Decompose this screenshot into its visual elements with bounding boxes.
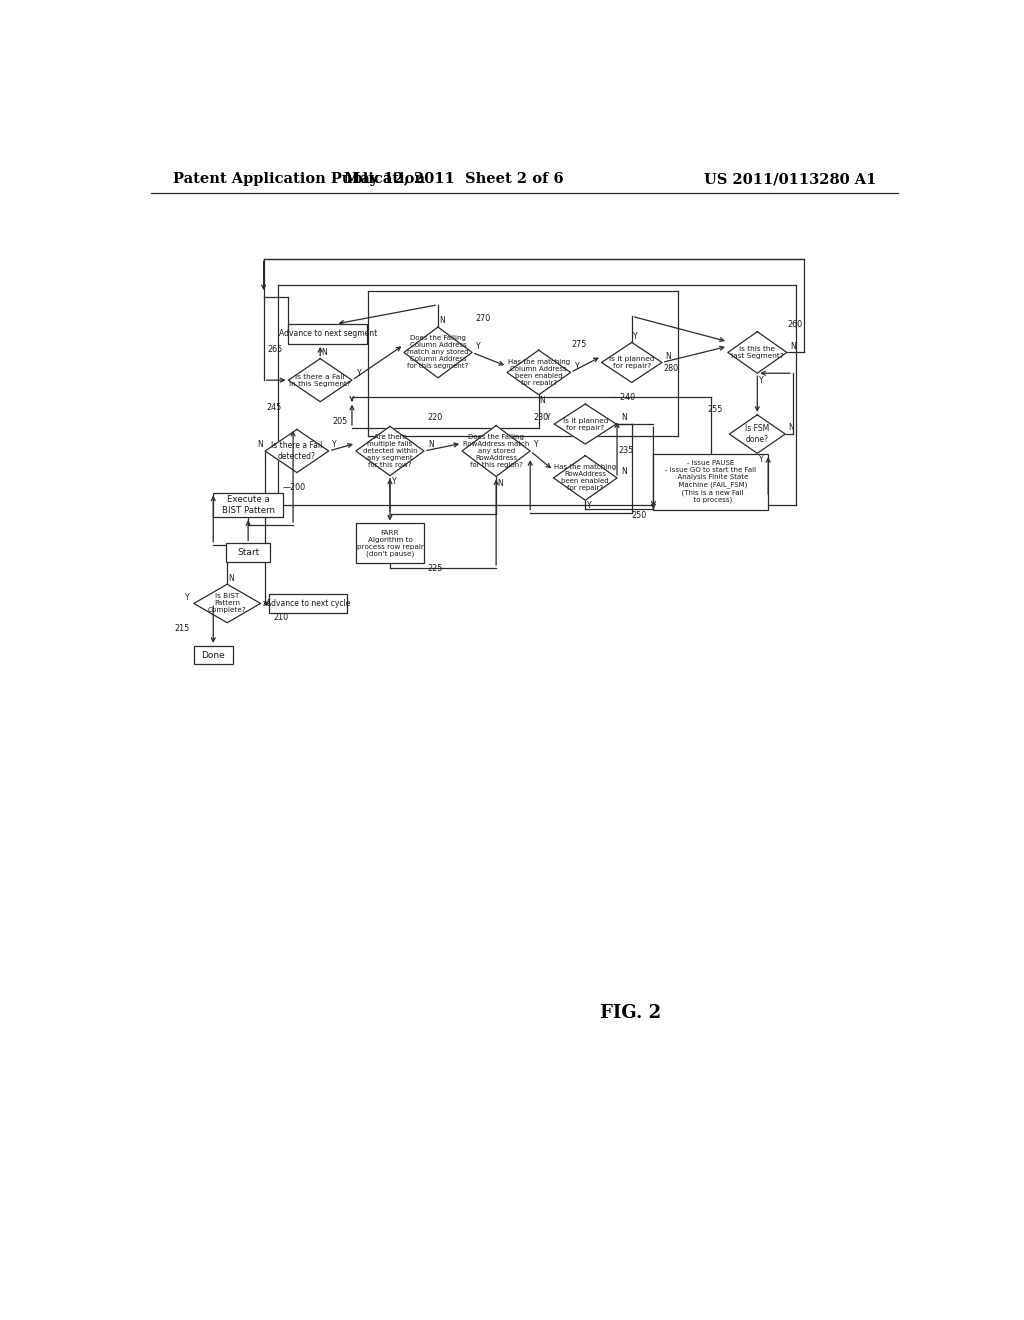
- Text: Y: Y: [476, 342, 480, 351]
- Text: Y: Y: [391, 478, 396, 486]
- Text: N: N: [257, 441, 262, 449]
- Text: 280: 280: [663, 364, 678, 374]
- Text: Has the matching
Column Address
been enabled
for repair?: Has the matching Column Address been ena…: [508, 359, 569, 385]
- Text: Is there a Fail
in this Segment?: Is there a Fail in this Segment?: [290, 374, 351, 387]
- Polygon shape: [403, 327, 472, 378]
- Text: Y: Y: [356, 370, 361, 379]
- Text: 230: 230: [534, 413, 549, 421]
- Text: Start: Start: [237, 548, 259, 557]
- Polygon shape: [194, 585, 260, 623]
- Text: N: N: [497, 479, 503, 488]
- Text: Y: Y: [546, 413, 550, 422]
- Text: N: N: [428, 441, 434, 449]
- Text: Y: Y: [535, 441, 539, 449]
- Text: Is it planned
for repair?: Is it planned for repair?: [609, 356, 654, 370]
- Text: 210: 210: [273, 612, 288, 622]
- Text: Does the Failing
Column Address
match any stored
Column Address
for this segment: Does the Failing Column Address match an…: [408, 335, 469, 370]
- Bar: [653, 454, 768, 510]
- Text: 215: 215: [175, 623, 189, 632]
- Text: Does the Failing
RowAddress match
any stored
RowAddress
for this region?: Does the Failing RowAddress match any st…: [463, 434, 529, 469]
- Bar: [356, 524, 424, 564]
- Text: Advance to next segment: Advance to next segment: [279, 330, 377, 338]
- Bar: [194, 645, 232, 664]
- Text: Y: Y: [633, 331, 638, 341]
- Bar: [213, 492, 283, 517]
- Text: Has the matching
RowAddress
been enabled
for repair?: Has the matching RowAddress been enabled…: [554, 465, 616, 491]
- Text: N: N: [228, 574, 233, 583]
- Text: 220: 220: [427, 413, 442, 421]
- Text: 265: 265: [267, 345, 283, 354]
- Text: —200: —200: [283, 483, 306, 492]
- Text: 255: 255: [708, 405, 723, 414]
- Text: May 12, 2011  Sheet 2 of 6: May 12, 2011 Sheet 2 of 6: [344, 172, 563, 186]
- Text: Patent Application Publication: Patent Application Publication: [173, 172, 425, 186]
- Text: 275: 275: [571, 341, 587, 350]
- Bar: [289, 323, 368, 345]
- Text: 235: 235: [617, 446, 633, 454]
- Text: Y: Y: [759, 376, 764, 384]
- Text: —240: —240: [612, 393, 636, 403]
- Polygon shape: [356, 426, 424, 475]
- Polygon shape: [289, 359, 352, 401]
- Text: Execute a
BIST Pattern: Execute a BIST Pattern: [221, 495, 274, 515]
- Polygon shape: [462, 425, 530, 477]
- Text: Is this the
last Segment?: Is this the last Segment?: [731, 346, 783, 359]
- Text: N: N: [439, 315, 444, 325]
- Text: N: N: [622, 413, 627, 422]
- Text: 225: 225: [427, 564, 442, 573]
- Text: N: N: [666, 352, 671, 360]
- Polygon shape: [728, 331, 786, 374]
- Text: US 2011/0113280 A1: US 2011/0113280 A1: [705, 172, 877, 186]
- Text: 260: 260: [786, 321, 802, 329]
- Polygon shape: [554, 404, 616, 444]
- Text: Advance to next cycle: Advance to next cycle: [265, 599, 350, 609]
- Text: 270: 270: [475, 314, 490, 323]
- Text: 245: 245: [266, 404, 282, 412]
- Text: Is FSM
done?: Is FSM done?: [745, 424, 769, 444]
- Text: Y: Y: [332, 441, 337, 449]
- Text: N: N: [791, 342, 796, 351]
- Text: Are there
multiple fails
detected within
any segment
for this row?: Are there multiple fails detected within…: [362, 434, 417, 469]
- Text: Y: Y: [575, 362, 580, 371]
- Bar: [226, 544, 270, 562]
- Polygon shape: [601, 342, 662, 383]
- Text: N: N: [540, 396, 546, 405]
- Text: Is BIST
Pattern
Complete?: Is BIST Pattern Complete?: [208, 594, 247, 614]
- Text: FARR
Algorithm to
process row repair
(don't pause): FARR Algorithm to process row repair (do…: [356, 529, 423, 557]
- Polygon shape: [507, 350, 570, 395]
- Text: N: N: [788, 424, 795, 433]
- Text: N: N: [322, 348, 327, 356]
- Polygon shape: [554, 455, 617, 500]
- Text: Y: Y: [587, 502, 592, 510]
- Text: Done: Done: [202, 651, 225, 660]
- Text: Y: Y: [759, 455, 764, 463]
- Text: N: N: [622, 467, 627, 477]
- Bar: [269, 594, 346, 612]
- Polygon shape: [729, 414, 785, 453]
- Text: Is there a Fail
detected?: Is there a Fail detected?: [271, 441, 323, 461]
- Text: 250: 250: [632, 511, 647, 520]
- Text: - Issue PAUSE
- Issue GO to start the Fail
  Analysis Finite State
  Machine (FA: - Issue PAUSE - Issue GO to start the Fa…: [666, 461, 757, 503]
- Text: 205: 205: [333, 417, 348, 426]
- Text: Y: Y: [184, 593, 189, 602]
- Text: FIG. 2: FIG. 2: [600, 1005, 660, 1022]
- Text: Is it planned
for repair?: Is it planned for repair?: [562, 417, 608, 430]
- Polygon shape: [265, 429, 329, 473]
